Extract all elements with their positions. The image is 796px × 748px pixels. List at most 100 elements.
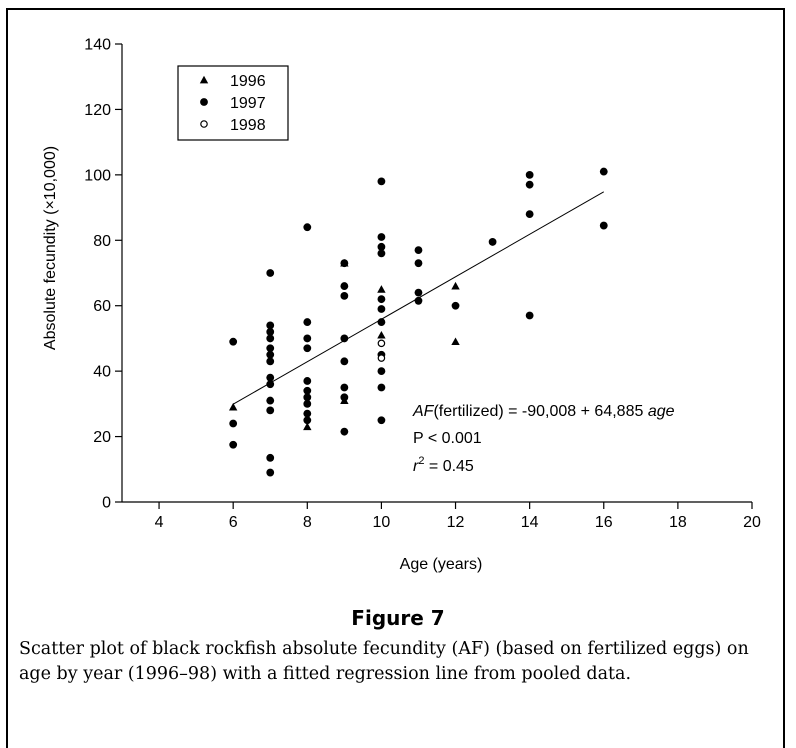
- data-point-1997: [377, 367, 386, 376]
- data-point-1996: [303, 422, 312, 431]
- x-tick-label: 10: [373, 514, 391, 531]
- data-point-1997: [229, 419, 238, 428]
- x-tick-label: 4: [155, 514, 164, 531]
- data-point-1997: [340, 383, 349, 392]
- legend-box: [177, 65, 289, 141]
- data-point-1997: [377, 416, 386, 425]
- data-point-1997: [377, 249, 386, 258]
- data-point-1997: [266, 380, 275, 389]
- figure-frame: [6, 8, 785, 748]
- y-tick-label: 40: [93, 364, 111, 381]
- data-point-1997: [488, 238, 497, 246]
- y-tick-label: 100: [84, 167, 111, 184]
- axes: 0 20 40 60 80 100 120 140 4 6 8 10 12 14 16 18 20: [84, 37, 761, 532]
- data-point-1997: [340, 427, 349, 436]
- data-point-1997: [377, 177, 386, 186]
- legend-label-1997: 1997: [230, 95, 266, 112]
- y-tick-label: 140: [84, 37, 111, 54]
- x-tick-label: 12: [447, 514, 465, 531]
- y-tick-label: 0: [102, 495, 111, 512]
- data-point-1997: [303, 318, 312, 326]
- x-tick-label: 18: [669, 514, 687, 531]
- data-point-1997: [340, 357, 349, 366]
- data-point-1997: [266, 373, 275, 382]
- data-point-1997: [525, 170, 534, 179]
- y-axis-label: Absolute fecundity (×10,000): [42, 146, 59, 350]
- data-point-1996: [377, 285, 386, 293]
- data-point-1997: [303, 223, 312, 232]
- data-point-1998: [377, 339, 386, 348]
- data-point-1997: [266, 269, 275, 277]
- p-value: P < 0.001: [413, 430, 482, 447]
- x-tick-label: 8: [303, 514, 312, 531]
- data-point-1997: [266, 350, 275, 359]
- legend-marker-1997: [200, 98, 208, 106]
- data-point-1997: [340, 334, 349, 343]
- data-point-1997: [266, 357, 275, 366]
- x-axis-label: Age (years): [400, 556, 483, 573]
- data-point-1997: [266, 396, 275, 405]
- data-point-1996: [451, 337, 460, 346]
- data-point-1997: [377, 318, 386, 326]
- data-point-1997: [340, 282, 349, 290]
- data-point-1997: [303, 409, 312, 418]
- data-point-1997: [340, 292, 349, 300]
- y-tick-label: 80: [93, 233, 111, 250]
- data-point-1997: [303, 393, 312, 402]
- data-point-1997: [525, 180, 534, 189]
- figure-title: Figure 7: [351, 606, 445, 630]
- data-point-1997: [303, 377, 312, 385]
- r-squared: r2 = 0.45: [413, 455, 474, 475]
- data-point-1997: [303, 416, 312, 425]
- data-point-1997: [229, 337, 238, 346]
- data-point-1997: [266, 334, 275, 343]
- data-point-1997: [377, 242, 386, 251]
- figure-caption: Scatter plot of black rockfish absolute …: [19, 639, 749, 684]
- data-points: [228, 167, 608, 477]
- data-point-1996: [228, 402, 238, 411]
- y-tick-label: 120: [84, 102, 111, 119]
- data-point-1997: [340, 393, 349, 402]
- data-point-1997: [303, 334, 312, 343]
- data-point-1997: [377, 233, 386, 241]
- data-point-1997: [377, 305, 386, 313]
- data-point-1997: [266, 344, 275, 353]
- data-point-1997: [340, 259, 349, 268]
- y-tick-label: 60: [93, 298, 111, 315]
- data-point-1996: [451, 281, 460, 290]
- data-point-1996: [377, 330, 386, 339]
- data-point-1997: [266, 453, 275, 462]
- data-point-1997: [303, 344, 312, 353]
- data-point-1997: [266, 468, 275, 477]
- data-point-1998: [377, 354, 386, 362]
- legend: 1996 1997 1998: [177, 65, 289, 141]
- y-tick-label: 20: [93, 429, 111, 446]
- data-point-1997: [266, 406, 275, 415]
- data-point-1997: [451, 301, 460, 310]
- x-tick-label: 16: [595, 514, 613, 531]
- data-point-1997: [303, 386, 312, 395]
- data-point-1997: [377, 383, 386, 392]
- regression-annotation: AF(fertilized) = -90,008 + 64,885 age P <…: [412, 403, 675, 475]
- x-tick-label: 14: [521, 514, 539, 531]
- data-point-1997: [266, 327, 275, 336]
- data-point-1997: [525, 210, 534, 219]
- legend-marker-1998: [200, 120, 208, 128]
- data-point-1997: [266, 321, 275, 330]
- data-point-1997: [599, 167, 608, 176]
- data-point-1997: [525, 311, 534, 320]
- data-point-1997: [414, 259, 423, 268]
- data-point-1997: [377, 295, 386, 304]
- data-point-1997: [414, 288, 423, 297]
- data-point-1997: [414, 246, 423, 255]
- legend-marker-1996: [199, 75, 209, 84]
- data-point-1997: [229, 440, 238, 449]
- data-point-1997: [414, 296, 423, 305]
- data-point-1997: [303, 399, 312, 408]
- x-tick-label: 6: [229, 514, 238, 531]
- data-point-1997: [599, 221, 608, 230]
- regression-equation: AF(fertilized) = -90,008 + 64,885 age: [412, 403, 675, 420]
- legend-label-1998: 1998: [230, 117, 266, 134]
- x-tick-label: 20: [743, 514, 761, 531]
